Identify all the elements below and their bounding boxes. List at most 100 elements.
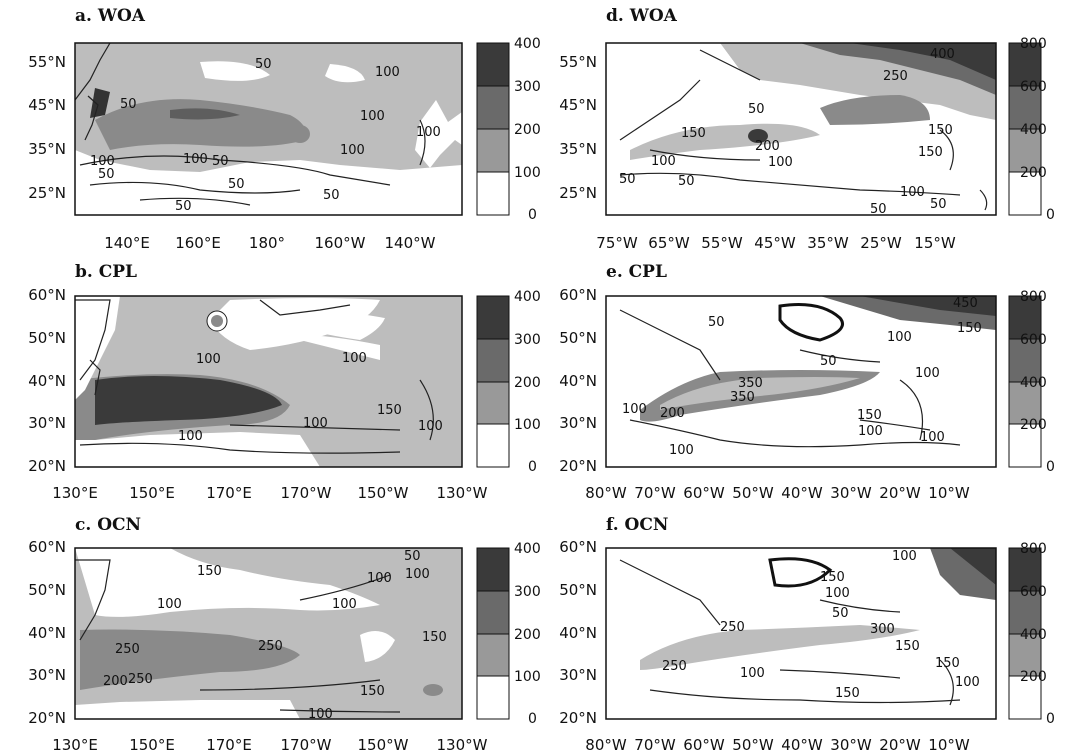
contour-label: 50 [678,174,695,189]
contour-label: 100 [920,430,945,445]
lat-label: 25°N [559,184,597,202]
lat-label: 50°N [28,581,66,599]
colorbar-label: 200 [1020,417,1047,433]
lat-label: 20°N [28,709,66,727]
lon-label: 20°W [879,484,921,502]
colorbar-label: 600 [1020,332,1047,348]
lat-label: 20°N [28,457,66,475]
colorbar-b [476,295,510,468]
panel-a-frame [74,42,463,216]
lat-label: 40°N [28,624,66,642]
contour-label: 150 [820,570,845,585]
panel-f-title: f. OCN [606,515,669,535]
contour-label: 50 [323,188,340,203]
panel-e-title: e. CPL [606,262,667,282]
lat-label: 30°N [28,666,66,684]
lon-label: 35°W [807,234,849,252]
lon-label: 60°W [683,736,725,754]
lat-label: 20°N [559,457,597,475]
contour-label: 100 [196,352,221,367]
contour-label: 50 [832,606,849,621]
contour-label: 250 [883,69,908,84]
contour-label: 250 [115,642,140,657]
contour-label: 100 [768,155,793,170]
contour-label: 100 [740,666,765,681]
contour-label: 100 [332,597,357,612]
contour-label: 400 [930,47,955,62]
contour-label: 200 [755,139,780,154]
lon-label: 10°W [928,484,970,502]
panel-d-title: d. WOA [606,6,677,26]
lat-label: 50°N [28,329,66,347]
contour-label: 100 [669,443,694,458]
contour-label: 450 [953,296,978,311]
contour-label: 150 [377,403,402,418]
lon-label: 25°W [860,234,902,252]
panel-d-frame [605,42,997,216]
contour-label: 150 [360,684,385,699]
lon-label: 170°W [280,484,332,502]
colorbar-label: 400 [1020,627,1047,643]
contour-label: 50 [404,549,421,564]
colorbar-label: 0 [1046,459,1055,475]
lon-label: 15°W [914,234,956,252]
contour-label: 100 [183,152,208,167]
contour-label: 100 [178,429,203,444]
contour-label: 100 [858,424,883,439]
contour-label: 100 [900,185,925,200]
contour-label: 50 [228,177,245,192]
colorbar-label: 0 [528,459,537,475]
panel-b-title: b. CPL [75,262,137,282]
contour-label: 100 [405,567,430,582]
contour-label: 50 [255,57,272,72]
lon-label: 75°W [596,234,638,252]
lon-label: 10°W [928,736,970,754]
contour-label: 150 [895,639,920,654]
colorbar-label: 200 [1020,165,1047,181]
colorbar-label: 800 [1020,289,1047,305]
lon-label: 150°W [357,736,409,754]
lon-label: 40°W [781,736,823,754]
contour-label: 200 [103,674,128,689]
panel-c-map [75,548,462,719]
lon-label: 80°W [585,484,627,502]
contour-label: 150 [957,321,982,336]
panel-a-title: a. WOA [75,6,145,26]
colorbar-label: 200 [514,122,541,138]
contour-label: 250 [662,659,687,674]
contour-label: 100 [342,351,367,366]
lat-label: 40°N [559,372,597,390]
colorbar-label: 800 [1020,36,1047,52]
lon-label: 140°W [384,234,436,252]
lat-label: 30°N [28,414,66,432]
colorbar-label: 300 [514,584,541,600]
lon-label: 150°E [129,736,175,754]
lon-label: 170°E [206,736,252,754]
contour-label: 100 [892,549,917,564]
contour-label: 250 [128,672,153,687]
panel-b-map [75,296,462,467]
lat-label: 40°N [559,624,597,642]
lon-label: 70°W [634,484,676,502]
panel-f-frame [605,547,997,720]
lat-label: 45°N [28,96,66,114]
contour-label: 100 [90,154,115,169]
lon-label: 45°W [754,234,796,252]
lat-label: 60°N [559,538,597,556]
contour-label: 50 [748,102,765,117]
lon-label: 130°E [52,484,98,502]
panel-c-frame [74,547,463,720]
lon-label: 70°W [634,736,676,754]
contour-label: 100 [367,571,392,586]
colorbar-d [1008,42,1042,216]
panel-c-title: c. OCN [75,515,142,535]
lat-label: 50°N [559,581,597,599]
contour-label: 150 [918,145,943,160]
lon-label: 30°W [830,736,872,754]
lon-label: 130°E [52,736,98,754]
contour-label: 100 [303,416,328,431]
colorbar-label: 0 [528,711,537,727]
contour-label: 100 [375,65,400,80]
colorbar-label: 100 [514,417,541,433]
